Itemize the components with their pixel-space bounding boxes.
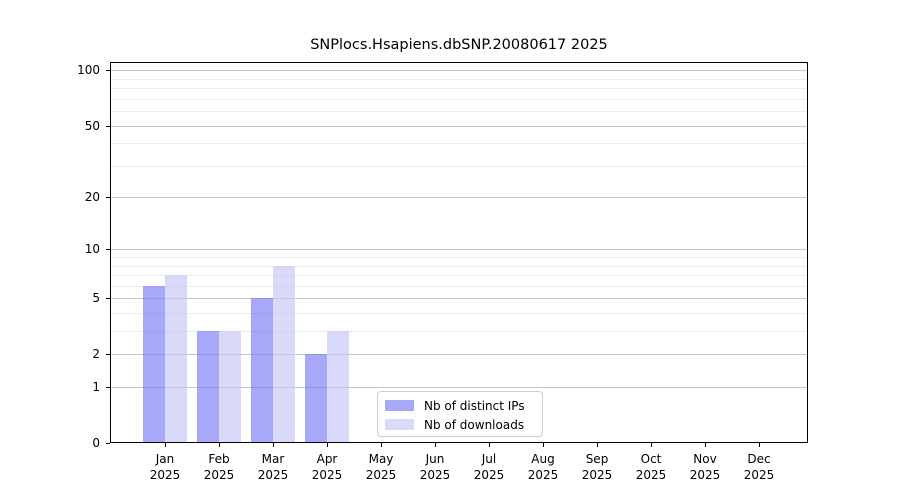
x-tick-label: Apr 2025 (311, 452, 343, 482)
y-tick-label: 2 (92, 347, 100, 362)
y-tick-label: 0 (92, 436, 100, 450)
gridline-minor (111, 88, 807, 89)
gridline-minor (111, 111, 807, 112)
x-tick-label: Jul 2025 (473, 452, 505, 482)
x-tick (165, 443, 166, 447)
gridline-minor (111, 79, 807, 80)
x-tick (543, 443, 544, 447)
gridline-minor (111, 257, 807, 258)
gridline-major (111, 70, 807, 71)
gridline-minor (111, 143, 807, 144)
x-tick-label: Sep 2025 (581, 452, 613, 482)
bar (143, 285, 165, 443)
bar (219, 331, 241, 443)
x-tick-label: Mar 2025 (257, 452, 289, 482)
gridline-major (111, 387, 807, 388)
gridline-minor (111, 266, 807, 267)
legend-row: Nb of distinct IPs (385, 396, 536, 415)
x-tick (489, 443, 490, 447)
bar (327, 331, 349, 443)
legend-swatch-icon (385, 400, 414, 411)
x-tick (327, 443, 328, 447)
chart-title: SNPlocs.Hsapiens.dbSNP.20080617 2025 (310, 37, 608, 53)
legend-row: Nb of downloads (385, 415, 536, 434)
y-tick-label: 50 (84, 118, 100, 133)
y-tick-label: 20 (84, 190, 100, 205)
x-tick-label: Aug 2025 (527, 452, 559, 482)
gridline-minor (111, 166, 807, 167)
gridline-minor (111, 331, 807, 332)
gridline-major (111, 249, 807, 250)
gridline-major (111, 126, 807, 127)
bar (305, 354, 327, 443)
legend-swatch-icon (385, 419, 414, 430)
y-tick-label: 100 (77, 63, 100, 78)
y-tick (106, 298, 110, 299)
x-tick (651, 443, 652, 447)
y-tick (106, 70, 110, 71)
bar (197, 331, 219, 443)
y-tick-label: 5 (92, 291, 100, 306)
gridline-major (111, 197, 807, 198)
x-tick (435, 443, 436, 447)
gridline-minor (111, 313, 807, 314)
bar (251, 298, 273, 443)
x-tick-label: Jun 2025 (419, 452, 451, 482)
y-tick (106, 197, 110, 198)
y-tick (106, 249, 110, 250)
x-tick (381, 443, 382, 447)
gridline-major (111, 298, 807, 299)
y-tick (106, 354, 110, 355)
bar (273, 265, 295, 443)
gridline-major (111, 354, 807, 355)
y-tick (106, 387, 110, 388)
x-tick-label: Nov 2025 (689, 452, 721, 482)
x-tick (273, 443, 274, 447)
gridline-minor (111, 286, 807, 287)
gridline-minor (111, 99, 807, 100)
y-tick (106, 126, 110, 127)
x-tick-label: Oct 2025 (635, 452, 667, 482)
x-tick (597, 443, 598, 447)
legend-label: Nb of downloads (424, 417, 525, 432)
legend: Nb of distinct IPs Nb of downloads (377, 391, 543, 437)
bar (165, 275, 187, 443)
x-tick (759, 443, 760, 447)
x-tick-label: Dec 2025 (743, 452, 775, 482)
legend-label: Nb of distinct IPs (424, 398, 525, 413)
x-tick (705, 443, 706, 447)
y-tick (106, 443, 110, 444)
x-tick (219, 443, 220, 447)
y-tick-label: 1 (92, 380, 100, 394)
x-tick-label: May 2025 (365, 452, 397, 482)
x-tick-label: Feb 2025 (203, 452, 235, 482)
y-tick-label: 10 (84, 242, 100, 257)
gridline-minor (111, 275, 807, 276)
x-tick-label: Jan 2025 (149, 452, 181, 482)
